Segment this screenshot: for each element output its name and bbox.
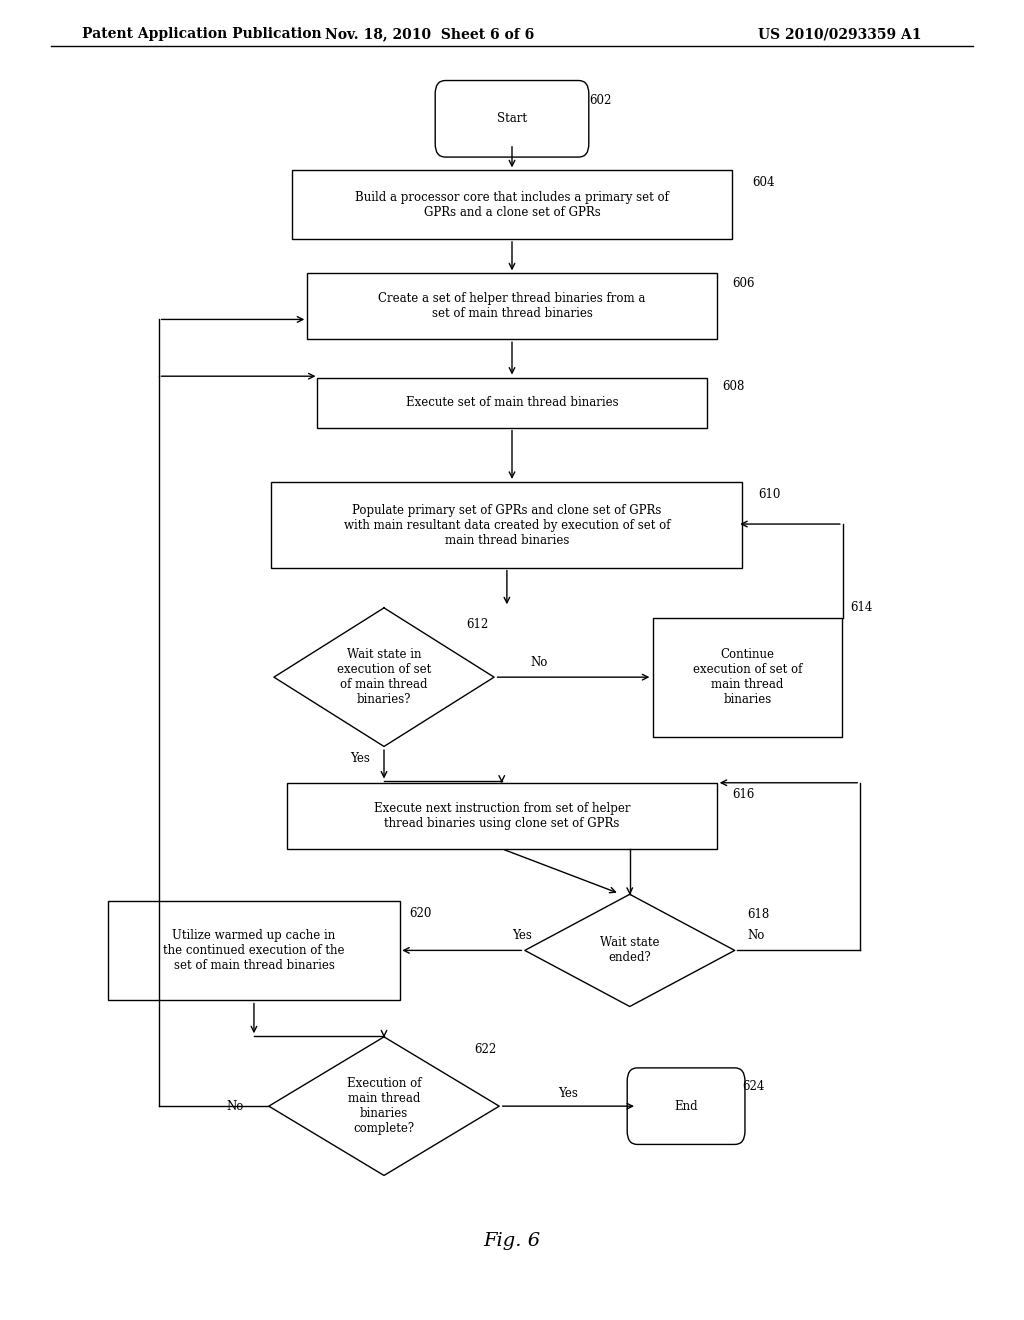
Text: 620: 620 (410, 907, 432, 920)
Text: Execution of
main thread
binaries
complete?: Execution of main thread binaries comple… (347, 1077, 421, 1135)
Text: Fig. 6: Fig. 6 (483, 1232, 541, 1250)
FancyBboxPatch shape (435, 81, 589, 157)
FancyBboxPatch shape (317, 378, 707, 428)
Text: 606: 606 (732, 277, 755, 290)
Text: Wait state
ended?: Wait state ended? (600, 936, 659, 965)
Text: 624: 624 (742, 1080, 765, 1093)
Text: Build a processor core that includes a primary set of
GPRs and a clone set of GP: Build a processor core that includes a p… (355, 190, 669, 219)
Text: 622: 622 (474, 1043, 497, 1056)
Text: Yes: Yes (558, 1086, 578, 1100)
Text: Wait state in
execution of set
of main thread
binaries?: Wait state in execution of set of main t… (337, 648, 431, 706)
Text: Patent Application Publication: Patent Application Publication (82, 28, 322, 41)
Text: 604: 604 (753, 176, 775, 189)
Text: No: No (530, 656, 548, 669)
FancyBboxPatch shape (307, 273, 717, 339)
Text: Create a set of helper thread binaries from a
set of main thread binaries: Create a set of helper thread binaries f… (378, 292, 646, 321)
Text: 614: 614 (850, 601, 872, 614)
Text: No: No (226, 1100, 244, 1113)
Text: 612: 612 (466, 618, 488, 631)
FancyBboxPatch shape (271, 482, 742, 568)
Text: 618: 618 (748, 908, 770, 921)
FancyBboxPatch shape (627, 1068, 745, 1144)
Text: Execute next instruction from set of helper
thread binaries using clone set of G: Execute next instruction from set of hel… (374, 801, 630, 830)
Text: Continue
execution of set of
main thread
binaries: Continue execution of set of main thread… (693, 648, 802, 706)
Text: End: End (674, 1100, 698, 1113)
Text: 602: 602 (589, 94, 611, 107)
Text: Start: Start (497, 112, 527, 125)
Text: No: No (748, 929, 765, 942)
FancyBboxPatch shape (653, 618, 842, 737)
Text: Nov. 18, 2010  Sheet 6 of 6: Nov. 18, 2010 Sheet 6 of 6 (326, 28, 535, 41)
Text: Populate primary set of GPRs and clone set of GPRs
with main resultant data crea: Populate primary set of GPRs and clone s… (344, 504, 670, 546)
FancyBboxPatch shape (292, 170, 732, 239)
Text: US 2010/0293359 A1: US 2010/0293359 A1 (758, 28, 922, 41)
FancyBboxPatch shape (109, 900, 399, 1001)
Text: Yes: Yes (350, 752, 370, 766)
Text: Utilize warmed up cache in
the continued execution of the
set of main thread bin: Utilize warmed up cache in the continued… (163, 929, 345, 972)
Text: 610: 610 (758, 488, 780, 502)
Text: 616: 616 (732, 788, 755, 801)
Text: Yes: Yes (512, 929, 531, 942)
Text: 608: 608 (722, 380, 744, 393)
FancyBboxPatch shape (287, 783, 717, 849)
Text: Execute set of main thread binaries: Execute set of main thread binaries (406, 396, 618, 409)
